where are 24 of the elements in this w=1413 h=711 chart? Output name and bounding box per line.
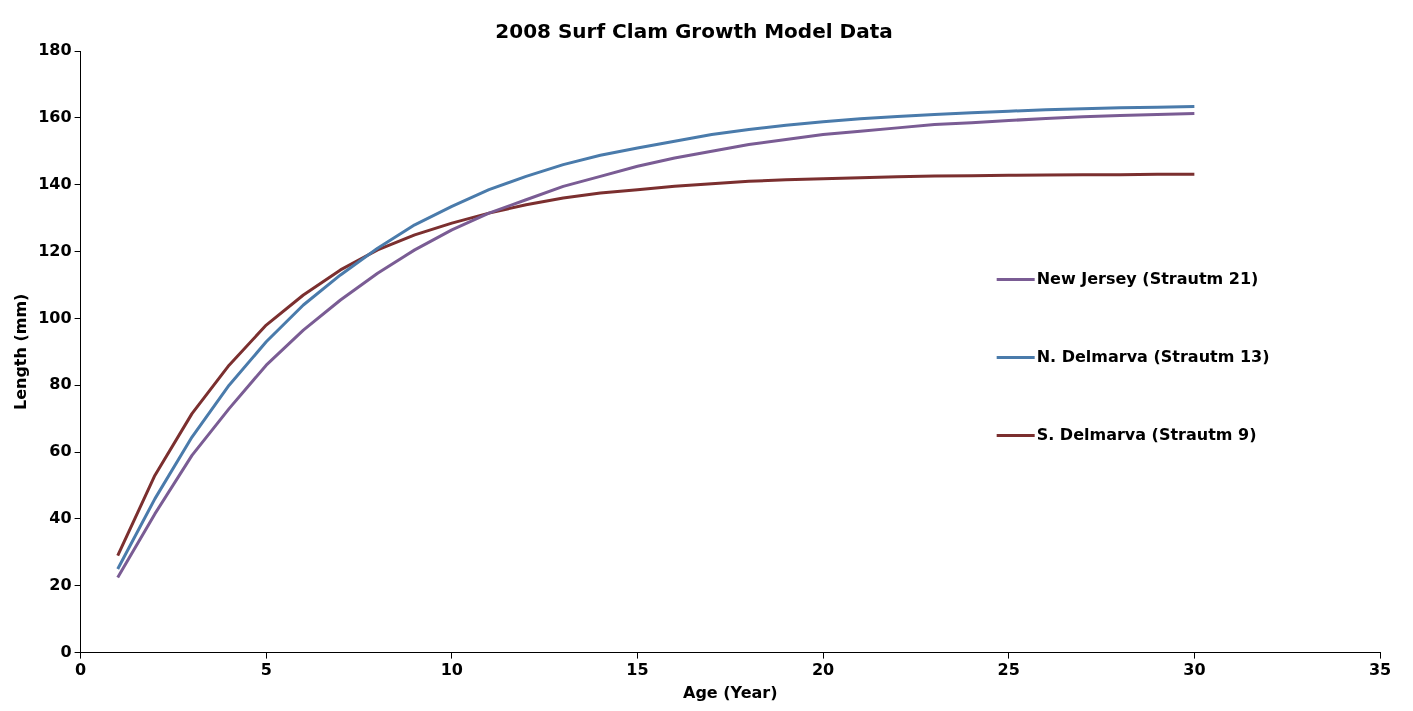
y-tick-label: 180: [38, 40, 72, 60]
x-tick-label: 30: [1183, 660, 1206, 680]
x-tick-label: 35: [1368, 660, 1392, 680]
x-tick-label: 10: [440, 660, 463, 680]
x-axis-title: Age (Year): [683, 682, 778, 702]
x-tick-label: 25: [997, 660, 1020, 680]
y-axis-title: Length (mm): [10, 293, 30, 411]
legend-label: S. Delmarva (Strautm 9): [1036, 424, 1257, 444]
x-tick-label: 5: [260, 660, 272, 680]
y-tick-label: 40: [49, 508, 72, 528]
y-tick-label: 160: [38, 107, 72, 126]
x-tick-label: 15: [626, 660, 649, 680]
chart-title: 2008 Surf Clam Growth Model Data: [495, 19, 893, 44]
y-tick-label: 140: [38, 173, 72, 193]
x-tick-label: 0: [75, 660, 87, 680]
x-tick-label: 20: [811, 660, 835, 680]
legend-label: New Jersey (Strautm 21): [1036, 268, 1259, 288]
legend-label: N. Delmarva (Strautm 13): [1036, 346, 1270, 366]
y-tick-label: 20: [49, 574, 72, 594]
y-tick-label: 0: [60, 641, 72, 661]
y-tick-label: 60: [49, 441, 72, 461]
y-tick-label: 120: [38, 240, 72, 260]
y-tick-label: 100: [38, 307, 72, 327]
y-tick-label: 80: [49, 374, 72, 394]
